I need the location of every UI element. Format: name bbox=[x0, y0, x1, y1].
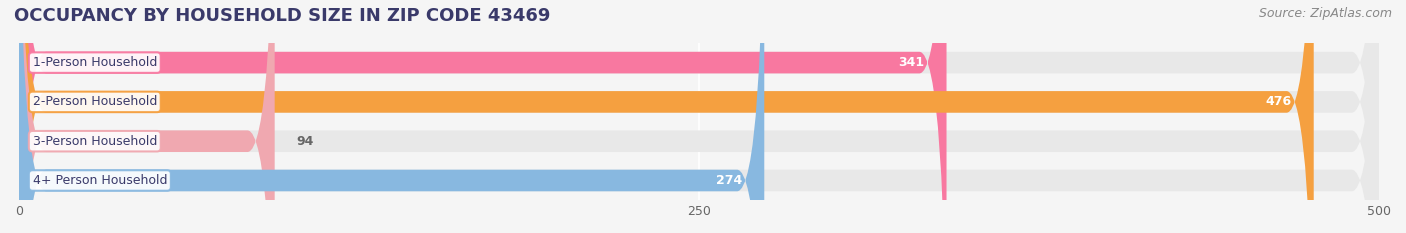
Text: 476: 476 bbox=[1265, 95, 1292, 108]
FancyBboxPatch shape bbox=[20, 0, 946, 233]
FancyBboxPatch shape bbox=[20, 0, 1379, 233]
Text: 94: 94 bbox=[297, 135, 314, 148]
Text: 341: 341 bbox=[898, 56, 925, 69]
Text: 2-Person Household: 2-Person Household bbox=[32, 95, 157, 108]
FancyBboxPatch shape bbox=[20, 0, 1379, 233]
Text: 274: 274 bbox=[716, 174, 742, 187]
Text: OCCUPANCY BY HOUSEHOLD SIZE IN ZIP CODE 43469: OCCUPANCY BY HOUSEHOLD SIZE IN ZIP CODE … bbox=[14, 7, 550, 25]
Text: Source: ZipAtlas.com: Source: ZipAtlas.com bbox=[1258, 7, 1392, 20]
Text: 4+ Person Household: 4+ Person Household bbox=[32, 174, 167, 187]
FancyBboxPatch shape bbox=[20, 0, 274, 233]
FancyBboxPatch shape bbox=[20, 0, 1379, 233]
Text: 1-Person Household: 1-Person Household bbox=[32, 56, 157, 69]
Text: 3-Person Household: 3-Person Household bbox=[32, 135, 157, 148]
FancyBboxPatch shape bbox=[20, 0, 1379, 233]
FancyBboxPatch shape bbox=[20, 0, 765, 233]
FancyBboxPatch shape bbox=[20, 0, 1313, 233]
